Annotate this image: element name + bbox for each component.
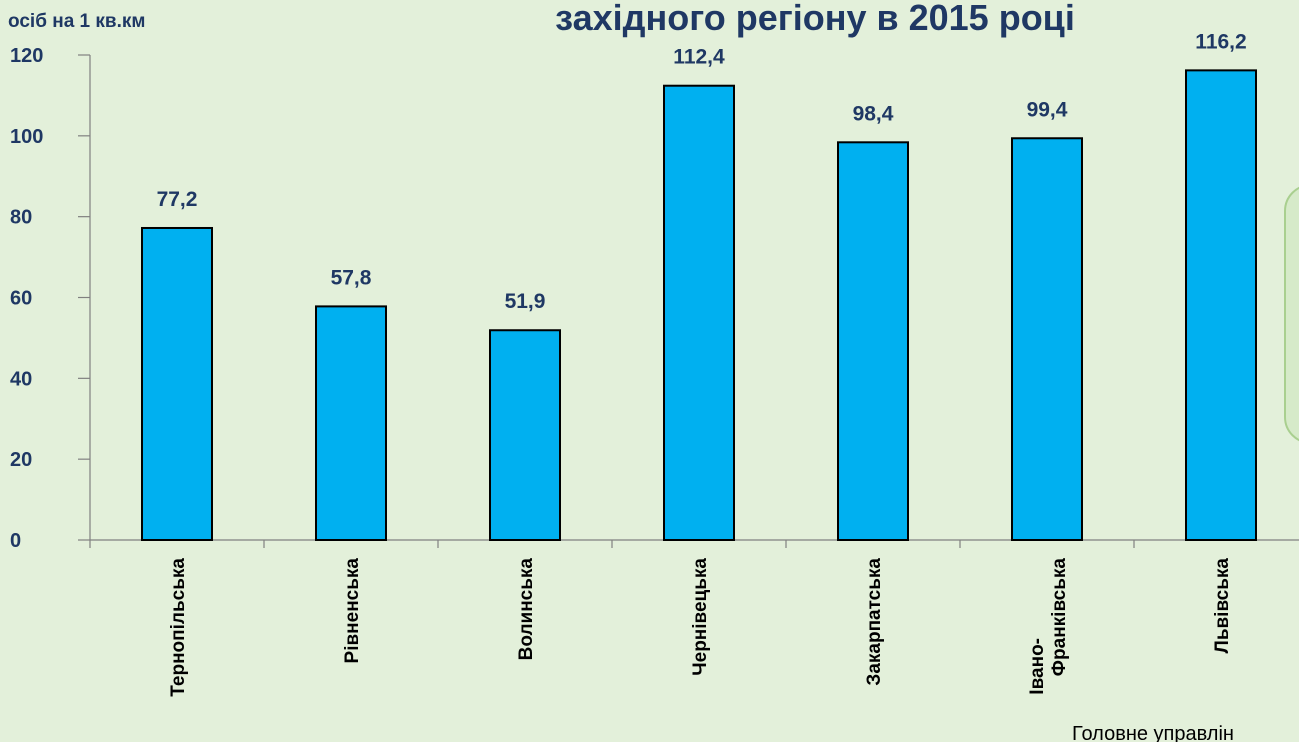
source-note: Головне управлін [1072, 723, 1234, 742]
y-tick-label: 100 [10, 126, 43, 148]
x-tick-label: Львівська [1212, 558, 1233, 654]
bar [1011, 137, 1083, 541]
value-label: 98,4 [853, 102, 894, 125]
value-label: 99,4 [1027, 98, 1068, 121]
x-tick-label: Рівненська [342, 558, 363, 664]
y-tick-label: 120 [10, 45, 43, 67]
value-label: 57,8 [331, 266, 372, 289]
value-label: 51,9 [505, 290, 546, 313]
side-box [1284, 186, 1299, 442]
value-label: 77,2 [157, 188, 198, 211]
bar [837, 141, 909, 542]
bar [663, 84, 735, 541]
x-tick-label: Волинська [516, 558, 537, 661]
bar [489, 329, 561, 541]
y-tick-label: 0 [10, 530, 21, 552]
y-tick-label: 80 [10, 207, 32, 229]
y-tick-label: 20 [10, 449, 32, 471]
value-label: 112,4 [673, 46, 725, 69]
chart-title: західного регіону в 2015 році [555, 0, 1075, 38]
value-label: 116,2 [1195, 30, 1246, 53]
bar [315, 305, 387, 541]
y-axis-label: осіб на 1 кв.км [8, 11, 145, 32]
x-tick-label: Івано-Франківська [1027, 558, 1070, 695]
y-tick-label: 60 [10, 288, 32, 310]
x-tick-label: Тернопільська [168, 558, 189, 697]
bar [141, 226, 213, 541]
bar [1185, 69, 1257, 541]
x-tick-label: Закарпатська [864, 558, 885, 686]
x-tick-label: Чернівецька [690, 558, 711, 676]
y-tick-label: 40 [10, 368, 32, 390]
